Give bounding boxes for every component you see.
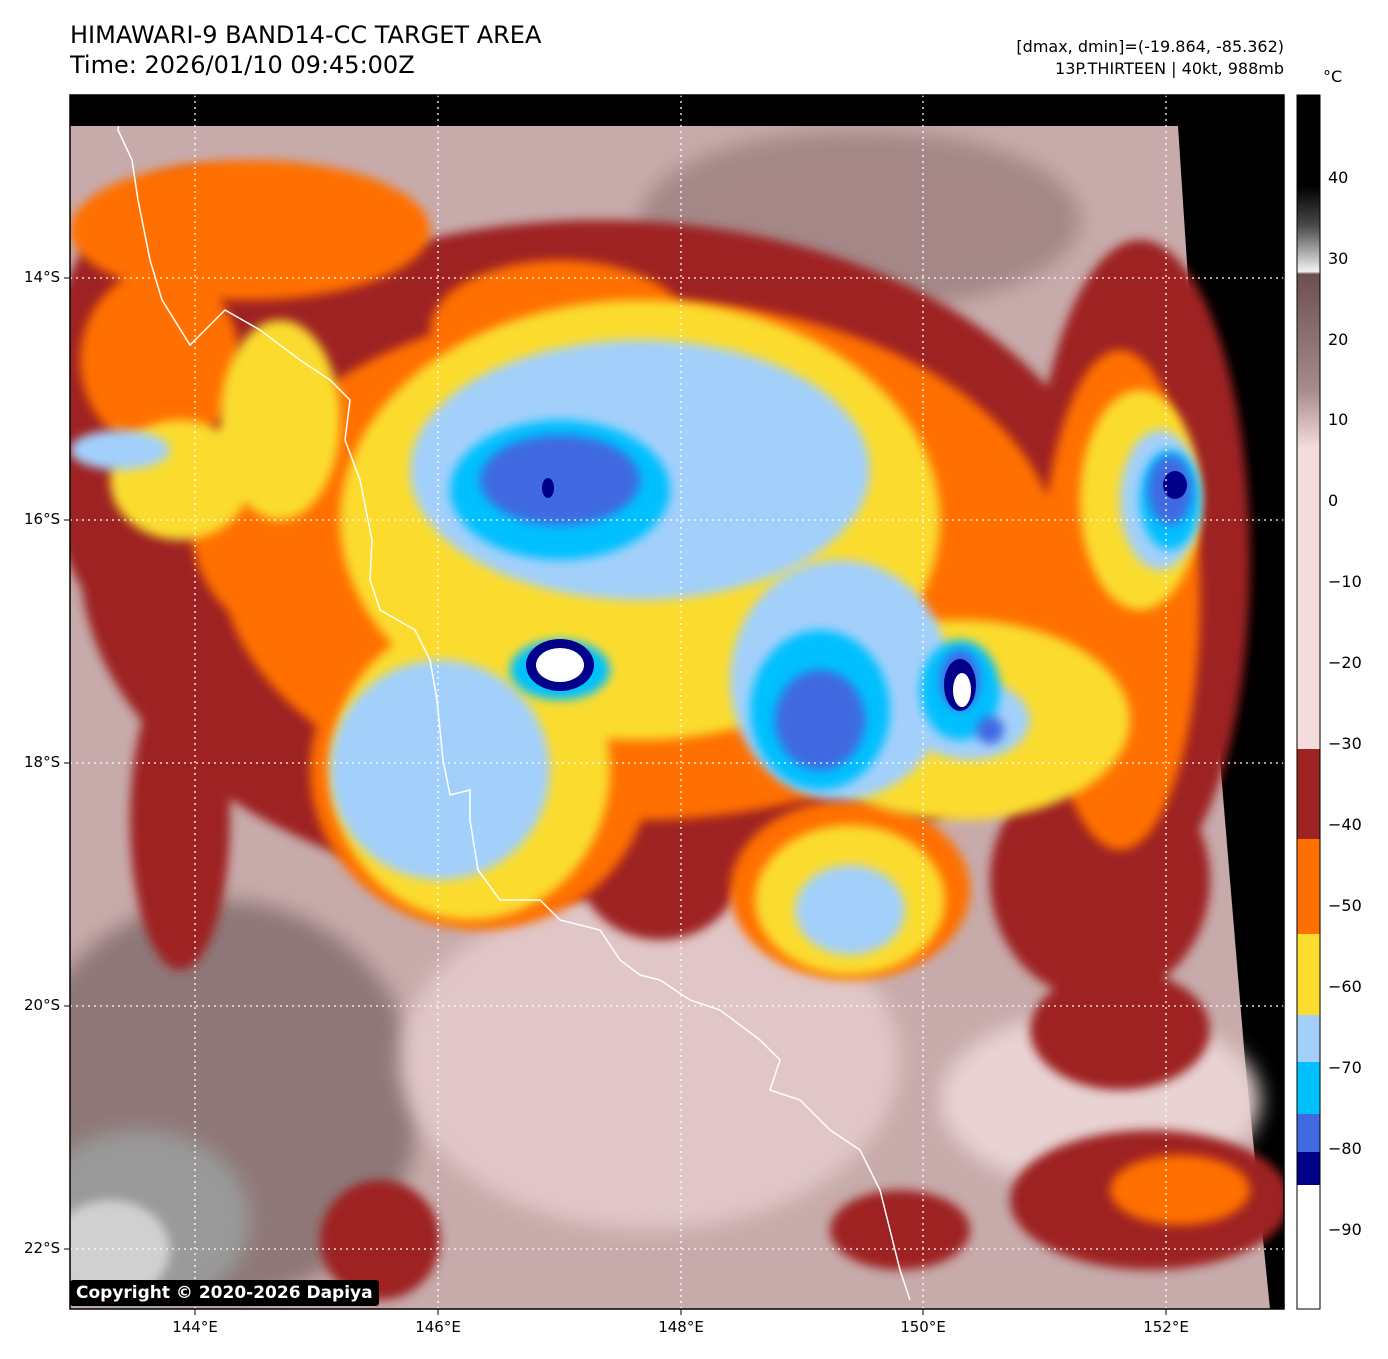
lon-label-152e: 152°E bbox=[1143, 1318, 1189, 1336]
lat-label-22s: 22°S bbox=[24, 1239, 61, 1257]
storm-info-text: 13P.THIRTEEN | 40kt, 988mb bbox=[1055, 59, 1284, 78]
lon-label-148e: 148°E bbox=[658, 1318, 704, 1336]
lon-label-144e: 144°E bbox=[172, 1318, 218, 1336]
colorbar-tick-m40: −40 bbox=[1328, 815, 1362, 834]
header-info: [dmax, dmin]=(-19.864, -85.362) 13P.THIR… bbox=[1016, 36, 1284, 80]
colorbar bbox=[1296, 94, 1321, 1310]
colorbar-tick-10: 10 bbox=[1328, 410, 1349, 429]
colorbar-tick-m70: −70 bbox=[1328, 1058, 1362, 1077]
title-line-1: HIMAWARI-9 BAND14-CC TARGET AREA bbox=[70, 21, 542, 49]
coastline bbox=[107, 96, 911, 1301]
lon-label-146e: 146°E bbox=[415, 1318, 461, 1336]
colorbar-tick-40: 40 bbox=[1328, 168, 1349, 187]
colorbar-tick-20: 20 bbox=[1328, 330, 1349, 349]
colorbar-tick-m20: −20 bbox=[1328, 653, 1362, 672]
lat-label-14s: 14°S bbox=[24, 268, 61, 286]
copyright-badge: Copyright © 2020-2026 Dapiya bbox=[70, 1280, 379, 1306]
colorbar-tick-30: 30 bbox=[1328, 249, 1349, 268]
colorbar-tick-0: 0 bbox=[1328, 491, 1339, 510]
colorbar-tick-m90: −90 bbox=[1328, 1220, 1362, 1239]
figure-title: HIMAWARI-9 BAND14-CC TARGET AREA Time: 2… bbox=[70, 20, 541, 80]
lat-label-16s: 16°S bbox=[24, 510, 61, 528]
title-line-2: Time: 2026/01/10 09:45:00Z bbox=[70, 51, 415, 79]
graticule bbox=[70, 95, 1284, 1309]
colorbar-tick-m30: −30 bbox=[1328, 734, 1362, 753]
map-frame bbox=[69, 94, 1285, 1310]
colorbar-tick-m10: −10 bbox=[1328, 572, 1362, 591]
lat-label-20s: 20°S bbox=[24, 996, 61, 1014]
lon-label-150e: 150°E bbox=[900, 1318, 946, 1336]
colorbar-tick-m80: −80 bbox=[1328, 1139, 1362, 1158]
colorbar-tick-m50: −50 bbox=[1328, 896, 1362, 915]
data-range-text: [dmax, dmin]=(-19.864, -85.362) bbox=[1016, 37, 1284, 56]
colorbar-tick-m60: −60 bbox=[1328, 977, 1362, 996]
colorbar-unit: °C bbox=[1323, 67, 1343, 86]
lat-label-18s: 18°S bbox=[24, 753, 61, 771]
